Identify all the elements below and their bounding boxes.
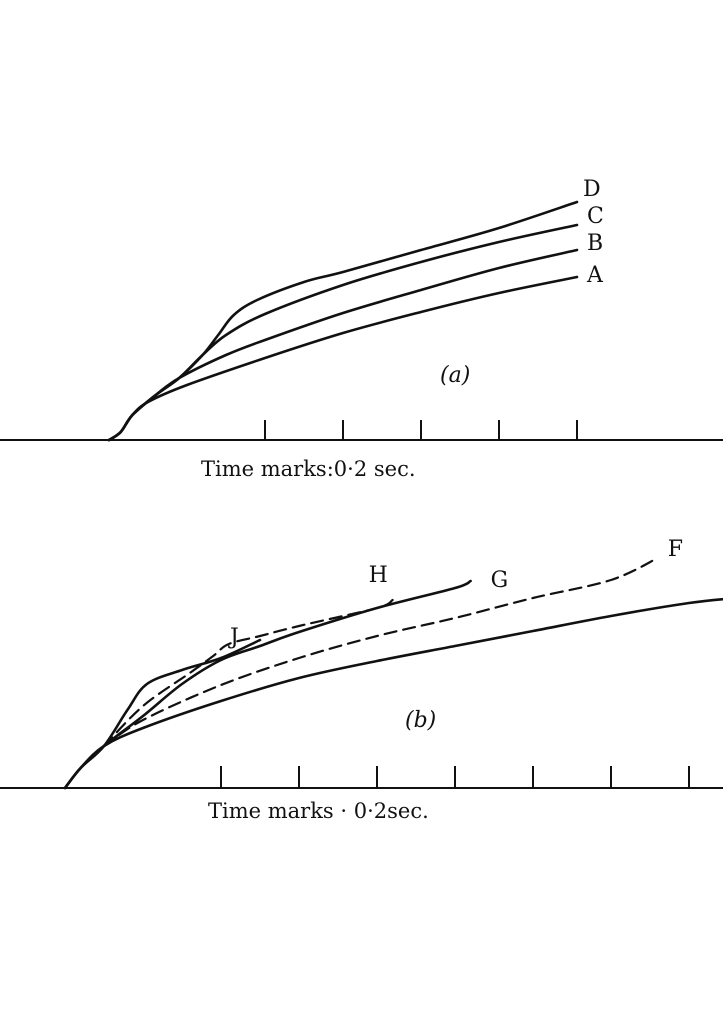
series-label-f: F [668,537,683,562]
panel-a-curves [107,200,579,442]
series-label-j: J [228,625,239,650]
panel-b: EFGHJ (b) Time marks · 0·2sec. [0,537,723,823]
series-label-c: C [587,204,604,229]
series-line-a [107,275,579,442]
series-line-b [107,248,579,442]
series-label-b: B [587,231,603,256]
panel-b-ticks [220,766,690,788]
panel-a-xlabel: Time marks:0·2 sec. [201,457,416,481]
panel-b-label: (b) [405,708,436,733]
panel-b-xlabel: Time marks · 0·2sec. [208,799,429,823]
series-line-f [102,556,659,748]
series-label-a: A [586,263,604,288]
series-label-h: H [369,563,388,588]
series-line-d [107,200,579,442]
series-label-g: G [491,568,509,593]
series-line-e [63,597,723,790]
series-line-j [63,638,262,790]
series-label-d: D [583,177,601,202]
panel-a-label: (a) [440,363,470,388]
series-line-h [102,598,394,748]
panel-a-ticks [264,420,578,440]
panel-b-series-labels: EFGHJ [228,537,683,650]
series-line-g [63,579,472,790]
panel-b-curves [63,556,723,790]
